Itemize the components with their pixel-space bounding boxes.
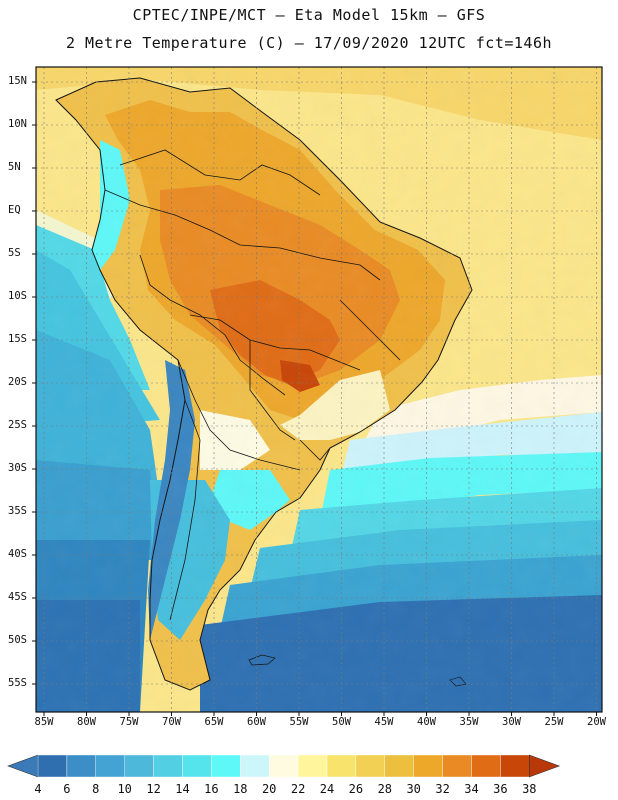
texture-overlay — [36, 67, 602, 712]
colorbar-swatch — [384, 754, 414, 778]
map-title-line1: CPTEC/INPE/MCT – Eta Model 15km – GFS — [132, 6, 486, 24]
lon-label: 50W — [332, 716, 351, 728]
colorbar-label: 20 — [261, 782, 277, 796]
lon-label: 80W — [77, 716, 96, 728]
colorbar-label: 8 — [92, 782, 100, 796]
lat-label: 55S — [8, 677, 27, 689]
colorbar-swatch — [269, 754, 299, 778]
lon-label: 25W — [544, 716, 564, 728]
colorbar-label: 4 — [34, 782, 42, 796]
lon-label: 30W — [502, 716, 521, 728]
colorbar-swatch — [124, 754, 154, 778]
colorbar-swatch — [471, 754, 501, 778]
colorbar-label: 34 — [464, 782, 479, 796]
colorbar-label: 18 — [233, 782, 248, 796]
colorbar-swatch — [240, 754, 270, 778]
colorbar-right-arrow — [528, 754, 561, 778]
map-frame — [35, 66, 603, 713]
colorbar-swatch — [211, 754, 241, 778]
lon-label: 55W — [289, 716, 309, 728]
colorbar-swatch — [153, 754, 183, 778]
colorbar-label: 28 — [377, 782, 393, 796]
lat-label: 5S — [8, 247, 21, 259]
colorbar-swatch — [182, 754, 212, 778]
axis-ticks — [32, 81, 597, 716]
colorbar-swatch — [500, 754, 530, 778]
lon-label: 40W — [417, 716, 436, 728]
lon-label: 45W — [374, 716, 394, 728]
colorbar-swatch — [297, 754, 328, 778]
lon-label: 65W — [204, 716, 224, 728]
lat-label: 15N — [8, 75, 27, 87]
colorbar-swatch — [442, 754, 472, 778]
lat-label: 45S — [8, 591, 27, 603]
lon-label: 85W — [34, 716, 54, 728]
colorbar-label: 6 — [63, 782, 71, 796]
colorbar-label: 36 — [493, 782, 508, 796]
colorbar-swatch — [326, 754, 357, 778]
lat-label: 35S — [8, 505, 27, 517]
colorbar-label: 10 — [117, 782, 132, 796]
lat-label: 40S — [8, 548, 27, 560]
colorbar-label: 32 — [435, 782, 450, 796]
colorbar-label: 12 — [146, 782, 161, 796]
colorbar-label: 14 — [175, 782, 190, 796]
colorbar-label: 24 — [319, 782, 335, 796]
lat-label: EQ — [8, 204, 21, 216]
lon-label: 35W — [459, 716, 479, 728]
colorbar-swatch — [66, 754, 97, 778]
colorbar-label: 26 — [348, 782, 364, 796]
graticule — [36, 67, 602, 712]
lat-label: 20S — [8, 376, 27, 388]
lat-label: 30S — [8, 462, 27, 474]
lat-label: 5N — [8, 161, 21, 173]
lat-label: 50S — [8, 634, 27, 646]
lon-label: 75W — [119, 716, 139, 728]
colorbar — [7, 754, 561, 778]
colorbar-label: 30 — [406, 782, 421, 796]
colorbar-swatch — [355, 754, 385, 778]
colorbar-swatch — [95, 754, 125, 778]
colorbar-label: 16 — [204, 782, 219, 796]
colorbar-swatch — [37, 754, 68, 778]
colorbar-label: 22 — [290, 782, 306, 796]
colorbar-swatch — [413, 754, 443, 778]
map-title-line2: 2 Metre Temperature (C) – 17/09/2020 12U… — [65, 34, 553, 52]
lon-label: 20W — [587, 716, 606, 728]
colorbar-label: 38 — [522, 782, 537, 796]
lon-label: 60W — [247, 716, 266, 728]
lat-label: 15S — [8, 333, 27, 345]
lon-label: 70W — [162, 716, 181, 728]
lat-label: 10S — [8, 290, 27, 302]
lat-label: 25S — [8, 419, 27, 431]
lat-label: 10N — [8, 118, 27, 130]
colorbar-left-arrow — [7, 754, 39, 778]
